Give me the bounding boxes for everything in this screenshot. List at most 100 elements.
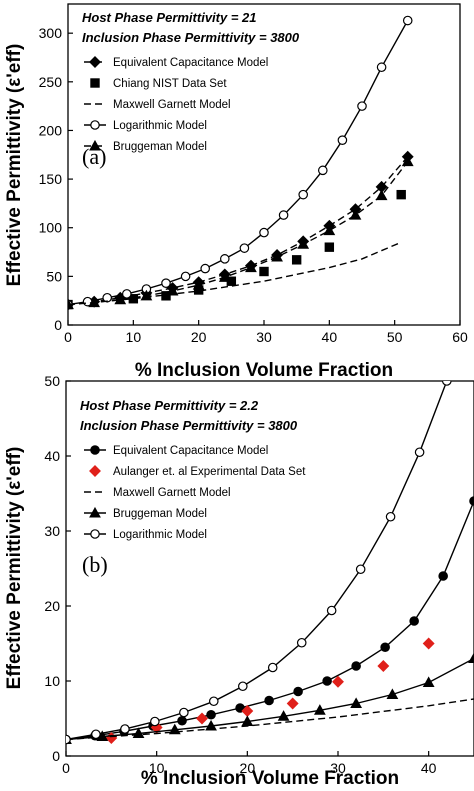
data-point: [291, 255, 302, 265]
annotation-text: Host Phase Permittivity = 21: [82, 10, 257, 25]
y-tick-label: 100: [39, 220, 63, 236]
x-axis-label: % Inclusion Volume Fraction: [135, 360, 393, 381]
series-line: [66, 381, 448, 741]
legend-label: Aulanger et. al Experimental Data Set: [113, 466, 306, 478]
data-point: [150, 716, 160, 727]
y-tick-label: 30: [44, 523, 60, 539]
y-tick-label: 150: [39, 171, 63, 187]
y-tick-label: 200: [39, 122, 63, 138]
legend-marker: [90, 529, 100, 539]
data-point: [114, 293, 127, 305]
data-point: [377, 660, 390, 672]
data-point: [168, 723, 181, 735]
data-point: [278, 210, 289, 220]
legend-marker: [89, 465, 101, 477]
data-point: [238, 681, 248, 692]
data-point: [375, 189, 388, 201]
series-line: [68, 161, 409, 306]
x-axis-label: % Inclusion Volume Fraction: [141, 768, 399, 789]
y-tick-label: 300: [39, 25, 63, 41]
data-point: [286, 697, 299, 710]
y-tick-label: 250: [39, 74, 63, 90]
y-tick-label: 0: [54, 317, 62, 333]
data-point: [355, 564, 366, 575]
data-point: [241, 715, 254, 727]
data-point: [296, 637, 307, 648]
data-point: [376, 62, 387, 73]
data-point: [349, 209, 362, 220]
y-axis-label: Effective Permittivity (ε'eff): [4, 44, 25, 287]
data-point: [385, 511, 396, 522]
data-point: [442, 381, 452, 386]
data-layer: [68, 15, 414, 311]
data-point: [380, 642, 390, 653]
series: [68, 15, 413, 310]
data-point: [166, 284, 179, 296]
legend-marker: [89, 139, 101, 151]
x-tick-label: 60: [452, 329, 468, 345]
legend-marker: [90, 78, 100, 88]
data-point: [200, 263, 210, 274]
data-point: [298, 189, 308, 200]
data-point: [351, 661, 361, 671]
x-tick-label: 0: [62, 760, 70, 776]
legend-label: Logarithmic Model: [113, 120, 207, 132]
data-point: [323, 224, 336, 236]
legend-label: Maxwell Garnett Model: [113, 487, 231, 499]
legend-label: Bruggeman Model: [113, 141, 207, 153]
legend-label: Logarithmic Model: [113, 529, 207, 541]
legend-label: Bruggeman Model: [113, 508, 207, 520]
x-tick-label: 50: [387, 329, 403, 345]
x-tick-label: 10: [126, 329, 142, 345]
y-tick-label: 50: [44, 373, 60, 389]
series-line: [68, 156, 409, 306]
y-tick-label: 10: [44, 673, 60, 689]
data-point: [208, 696, 219, 707]
series: [68, 155, 414, 310]
data-point: [414, 447, 425, 458]
data-point: [322, 676, 332, 686]
y-tick-label: 50: [46, 268, 62, 284]
data-point: [401, 155, 414, 167]
data-point: [402, 15, 413, 26]
y-tick-label: 0: [52, 748, 60, 764]
annotation-text: Host Phase Permittivity = 2.2: [80, 398, 259, 413]
x-tick-label: 0: [64, 329, 72, 345]
legend-label: Chiang NIST Data Set: [113, 78, 227, 90]
data-point: [332, 675, 344, 688]
data-point: [326, 605, 337, 616]
annotation-text: Inclusion Phase Permittivity = 3800: [82, 30, 300, 45]
data-point: [220, 254, 230, 264]
legend-marker: [90, 445, 100, 455]
x-tick-label: 40: [421, 760, 437, 776]
data-point: [313, 704, 326, 715]
data-point: [297, 238, 310, 249]
data-point: [120, 724, 130, 734]
data-point: [161, 278, 171, 288]
data-point: [88, 296, 101, 308]
series-line: [66, 657, 474, 741]
data-layer: [66, 381, 474, 745]
data-point: [337, 135, 348, 145]
data-point: [324, 242, 335, 252]
panel-label: (b): [82, 552, 108, 577]
data-point: [357, 101, 367, 111]
data-point: [438, 571, 448, 581]
series: [68, 189, 406, 310]
data-point: [180, 271, 191, 282]
series-line: [68, 241, 402, 306]
annotation-text: Inclusion Phase Permittivity = 3800: [80, 418, 298, 433]
legend-marker: [90, 120, 100, 130]
legend-label: Maxwell Garnett Model: [113, 99, 231, 111]
data-point: [132, 727, 145, 739]
plot-frame: [67, 3, 461, 326]
data-point: [350, 697, 363, 709]
data-point: [422, 637, 435, 650]
legend-marker: [89, 506, 101, 518]
data-point: [235, 703, 245, 713]
series: [68, 241, 402, 306]
data-point: [196, 712, 208, 725]
data-point: [396, 189, 406, 200]
data-point: [468, 652, 474, 664]
